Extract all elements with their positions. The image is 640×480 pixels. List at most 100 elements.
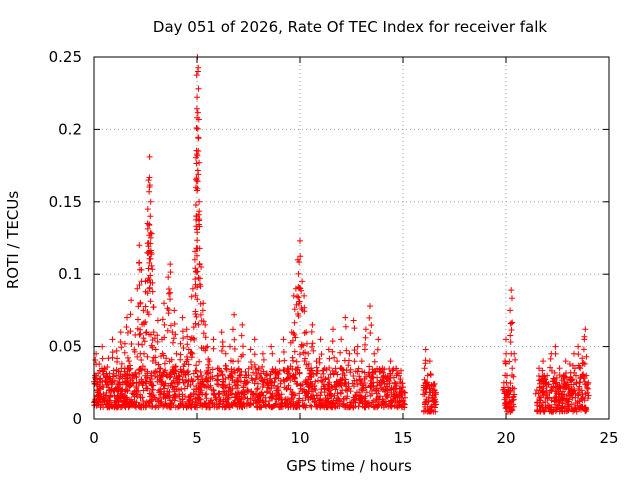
data-point [103,393,110,400]
data-point [135,387,142,394]
data-point [321,389,328,396]
data-point [148,381,155,388]
data-point [150,329,157,336]
data-point [547,355,554,362]
data-point [156,395,163,402]
data-point [142,402,149,409]
data-point [196,223,203,230]
data-point [99,343,106,350]
data-point [180,400,186,407]
data-point [248,375,255,382]
data-point [194,237,201,244]
data-point [150,392,157,399]
data-point [127,328,134,335]
data-point [179,314,186,321]
data-point [159,316,166,323]
data-point [215,381,222,388]
data-point [259,397,266,404]
data-point [223,366,230,373]
data-point [540,407,547,414]
data-point [255,393,262,400]
data-point [573,372,579,379]
data-point [194,187,201,194]
data-point [193,160,200,167]
y-tick-label: 0.05 [49,338,82,356]
data-point [177,351,184,358]
data-point [161,321,168,328]
data-point [351,347,358,353]
data-point [571,407,578,414]
data-point [284,375,291,382]
data-point [149,288,156,295]
data-point [315,377,321,384]
data-point [235,374,242,381]
data-point [138,266,145,273]
data-point [288,391,295,398]
data-point [207,382,214,389]
data-point [282,401,289,408]
data-point [231,311,238,318]
data-point [585,379,592,386]
data-point [213,404,220,411]
data-point [134,353,141,360]
data-point [147,331,154,338]
data-point [238,396,245,403]
data-point [306,384,313,391]
data-point [371,350,378,357]
data-point [582,404,589,411]
data-point [303,361,310,368]
data-point [537,397,544,404]
data-point [168,356,175,363]
data-point [268,403,275,410]
data-point [227,386,234,393]
data-point [329,338,336,345]
data-point [254,404,261,411]
data-point [306,367,313,374]
data-point [165,274,172,281]
data-point [337,390,344,397]
data-point [387,370,394,377]
data-point [148,251,155,258]
data-point [147,298,154,305]
data-point [374,382,381,389]
data-point [302,355,308,362]
data-point [189,350,196,357]
data-point [127,362,133,369]
data-point [187,401,194,408]
data-point [546,394,553,401]
data-point [556,372,563,378]
data-point [210,345,217,352]
data-point [558,394,565,401]
data-point [508,320,515,327]
data-point [557,397,564,404]
data-point [244,387,251,394]
data-point [183,326,190,333]
data-point [168,380,175,387]
data-point [161,360,168,367]
data-point [310,347,317,354]
data-point [184,341,191,348]
data-point [284,396,291,402]
data-point [133,399,140,406]
data-point [386,380,393,387]
data-point [176,391,183,398]
data-point [424,404,431,410]
data-point [330,326,336,333]
data-point [161,334,168,341]
data-point [362,326,369,333]
data-point [185,378,192,385]
data-point [122,371,129,378]
data-point [149,279,156,286]
data-point [133,404,139,411]
data-point [255,380,261,387]
data-point [161,300,167,307]
data-point [252,397,258,404]
data-point [266,386,272,392]
data-point [305,396,312,403]
data-point [196,245,203,252]
x-tick-label: 5 [192,429,202,447]
data-point [290,330,297,337]
data-point [583,353,590,360]
data-point [578,395,585,402]
